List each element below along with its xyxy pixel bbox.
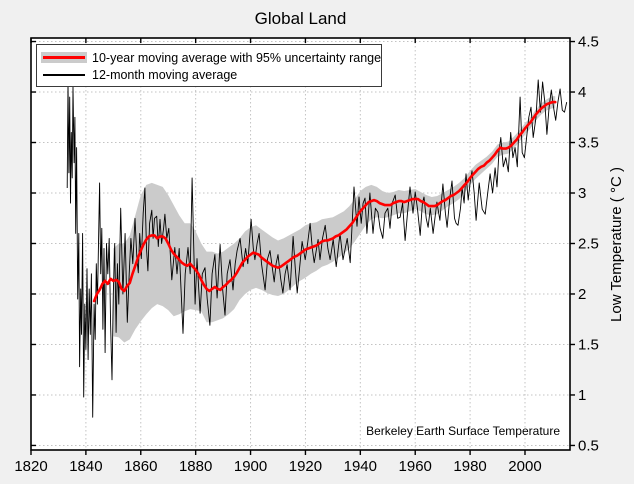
- svg-text:2000: 2000: [508, 458, 541, 475]
- svg-text:3.5: 3.5: [578, 135, 599, 152]
- svg-text:3: 3: [578, 185, 586, 202]
- y-axis-label: Low Temperature ( °C ): [607, 166, 625, 322]
- svg-text:1880: 1880: [179, 458, 212, 475]
- svg-text:1900: 1900: [234, 458, 267, 475]
- red-average-line: [92, 100, 557, 303]
- legend-item-10yr: 10-year moving average with 95% uncertai…: [37, 49, 381, 66]
- svg-text:1960: 1960: [399, 458, 432, 475]
- x-axis-tick-labels: 1820 1840 1860 1880 1900 1920 1940 1960 1980 2000: [14, 458, 541, 475]
- chart-title: Global Land: [254, 9, 347, 28]
- svg-text:1860: 1860: [124, 458, 157, 475]
- uncertainty-band: [113, 96, 556, 343]
- svg-text:1820: 1820: [14, 458, 47, 475]
- svg-text:1980: 1980: [453, 458, 486, 475]
- svg-text:0.5: 0.5: [578, 437, 599, 454]
- svg-text:4.5: 4.5: [578, 34, 599, 51]
- svg-text:2.5: 2.5: [578, 235, 599, 252]
- legend-label-12mo: 12-month moving average: [92, 67, 238, 82]
- legend-black-line-sample-icon: [41, 68, 87, 81]
- svg-text:4: 4: [578, 84, 586, 101]
- axis-ticks: [30, 38, 575, 455]
- y-axis-label-container: Low Temperature ( °C ): [603, 38, 629, 450]
- legend-box: 10-year moving average with 95% uncertai…: [36, 44, 382, 87]
- red-line-swatch: [43, 56, 85, 59]
- watermark-text: Berkeley Earth Surface Temperature: [366, 424, 560, 438]
- legend-red-band-sample-icon: [41, 51, 87, 64]
- svg-text:1940: 1940: [344, 458, 377, 475]
- legend-label-10yr: 10-year moving average with 95% uncertai…: [92, 50, 382, 65]
- svg-text:1.5: 1.5: [578, 336, 599, 353]
- svg-text:1920: 1920: [289, 458, 322, 475]
- svg-text:2: 2: [578, 286, 586, 303]
- black-line-swatch: [43, 74, 85, 76]
- legend-item-12mo: 12-month moving average: [37, 66, 381, 83]
- svg-text:1840: 1840: [69, 458, 102, 475]
- svg-text:1: 1: [578, 387, 586, 404]
- y-axis-tick-labels: 0.5 1 1.5 2 2.5 3 3.5 4 4.5: [578, 34, 599, 455]
